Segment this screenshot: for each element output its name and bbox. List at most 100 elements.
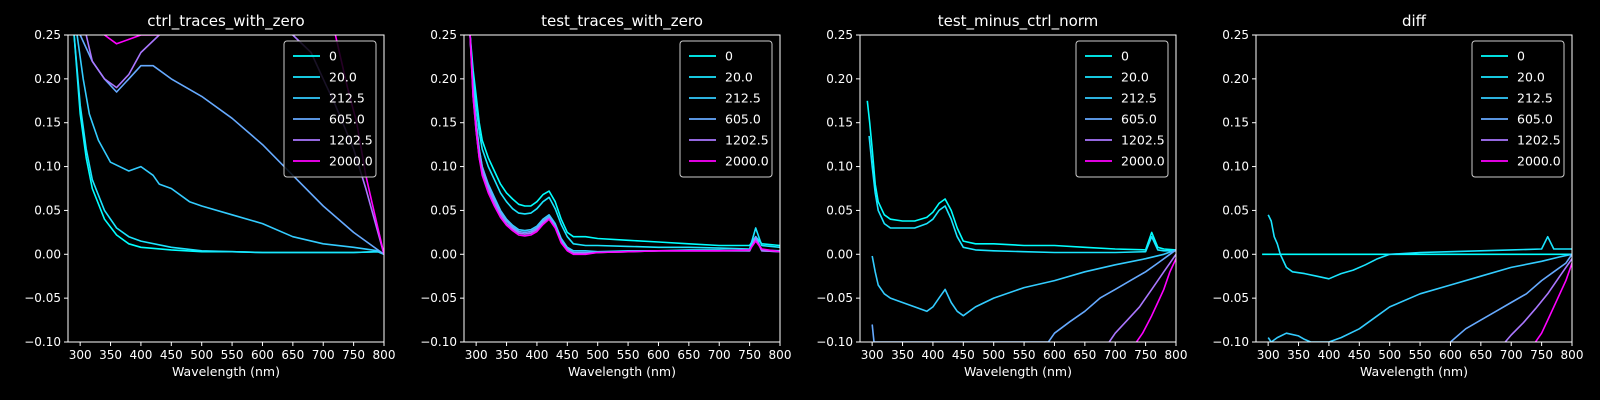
- chart-panel-3: test_minus_ctrl_norm 300 350 400 450 500 550 60…: [816, 12, 1187, 379]
- plot-frame: [463, 34, 781, 343]
- x-tick-label: 750: [1134, 348, 1157, 362]
- x-tick-label: 400: [1317, 348, 1340, 362]
- legend-label: 20.0: [329, 70, 357, 85]
- x-tick-label: 750: [342, 348, 365, 362]
- series-line-20.0: [1267, 214, 1572, 280]
- legend-label: 20.0: [725, 70, 753, 85]
- x-tick-label: 400: [129, 348, 152, 362]
- y-tick-label: 0.10: [826, 160, 853, 174]
- series-line-605.0: [871, 249, 1176, 342]
- plot-frame: [67, 34, 385, 343]
- legend-label: 2000.0: [329, 154, 373, 169]
- legend-label: 1202.5: [1517, 133, 1561, 148]
- x-tick-label: 600: [1043, 348, 1066, 362]
- series-line-2000.0: [103, 35, 384, 255]
- legend-label: 1202.5: [725, 133, 769, 148]
- x-tick-label: 350: [495, 348, 518, 362]
- series-group: [469, 35, 780, 256]
- y-tick-label: −0.05: [1212, 291, 1249, 305]
- legend-label: 212.5: [1517, 91, 1553, 106]
- y-tick-label: −0.05: [816, 291, 853, 305]
- series-group: [1262, 214, 1572, 342]
- legend-box: [679, 40, 773, 178]
- x-tick-label: 400: [525, 348, 548, 362]
- y-tick-label: 0.25: [34, 28, 61, 42]
- x-axis-label: Wavelength (nm): [568, 364, 676, 379]
- x-axis-label: Wavelength (nm): [172, 364, 280, 379]
- y-tick-label: 0.25: [1222, 28, 1249, 42]
- series-line-212.5: [76, 35, 384, 255]
- legend-label: 605.0: [725, 112, 761, 127]
- x-tick-label: 700: [1104, 348, 1127, 362]
- x-tick-label: 350: [99, 348, 122, 362]
- legend-box: [283, 40, 377, 178]
- x-tick-label: 450: [160, 348, 183, 362]
- x-tick-label: 750: [1530, 348, 1553, 362]
- x-tick-label: 500: [190, 348, 213, 362]
- x-tick-label: 300: [861, 348, 884, 362]
- y-tick-label: 0.20: [430, 72, 457, 86]
- series-line-20.0: [868, 135, 1176, 254]
- y-tick-label: 0.20: [34, 72, 61, 86]
- legend-label: 1202.5: [329, 133, 373, 148]
- y-tick-label: 0.20: [1222, 72, 1249, 86]
- series-line-2000.0: [469, 35, 780, 256]
- legend-label: 20.0: [1517, 70, 1545, 85]
- x-tick-label: 800: [1561, 348, 1584, 362]
- legend-label: 1202.5: [1121, 133, 1165, 148]
- series-line-20.0: [469, 35, 780, 250]
- x-tick-label: 800: [373, 348, 396, 362]
- legend-box: [1075, 40, 1169, 178]
- plot-frame: [859, 34, 1177, 343]
- legend-label: 605.0: [1517, 112, 1553, 127]
- legend-label: 2000.0: [1121, 154, 1165, 169]
- y-tick-label: 0.00: [430, 247, 457, 261]
- y-tick-label: −0.10: [420, 335, 457, 349]
- series-line-1202.5: [1108, 253, 1176, 342]
- x-tick-label: 650: [677, 348, 700, 362]
- legend: 0 20.0 212.5 605.0 1202.5 2000.0: [679, 40, 773, 178]
- x-tick-label: 550: [221, 348, 244, 362]
- x-tick-label: 450: [556, 348, 579, 362]
- y-tick-label: 0.15: [1222, 116, 1249, 130]
- y-tick-label: 0.10: [34, 160, 61, 174]
- y-tick-label: −0.05: [420, 291, 457, 305]
- x-tick-label: 600: [1439, 348, 1462, 362]
- x-tick-label: 500: [586, 348, 609, 362]
- x-tick-label: 550: [617, 348, 640, 362]
- series-line-212.5: [871, 249, 1176, 317]
- legend-label: 0: [725, 49, 733, 64]
- chart-title: ctrl_traces_with_zero: [147, 12, 304, 31]
- y-tick-label: 0.25: [430, 28, 457, 42]
- y-tick-label: 0.20: [826, 72, 853, 86]
- x-tick-label: 750: [738, 348, 761, 362]
- x-tick-label: 700: [1500, 348, 1523, 362]
- y-tick-label: 0.25: [826, 28, 853, 42]
- y-tick-label: 0.05: [430, 203, 457, 217]
- x-tick-label: 500: [1378, 348, 1401, 362]
- x-tick-label: 550: [1013, 348, 1036, 362]
- x-axis-label: Wavelength (nm): [1360, 364, 1468, 379]
- x-tick-label: 650: [281, 348, 304, 362]
- legend: 0 20.0 212.5 605.0 1202.5 2000.0: [1075, 40, 1169, 178]
- y-tick-label: 0.10: [430, 160, 457, 174]
- x-tick-label: 550: [1409, 348, 1432, 362]
- series-group: [866, 100, 1176, 342]
- x-tick-label: 800: [769, 348, 792, 362]
- x-tick-label: 800: [1165, 348, 1188, 362]
- series-line-20.0: [73, 35, 384, 256]
- legend-box: [1471, 40, 1565, 178]
- x-tick-label: 700: [708, 348, 731, 362]
- x-tick-label: 600: [251, 348, 274, 362]
- legend-label: 0: [1121, 49, 1129, 64]
- x-tick-label: 650: [1469, 348, 1492, 362]
- x-tick-label: 400: [921, 348, 944, 362]
- chart-panel-2: test_traces_with_zero 300 350 400 450 500 550 6…: [420, 12, 791, 379]
- x-tick-label: 600: [647, 348, 670, 362]
- series-line-0: [866, 100, 1176, 251]
- y-tick-label: 0.15: [34, 116, 61, 130]
- series-line-605.0: [1449, 253, 1572, 342]
- x-tick-label: 450: [952, 348, 975, 362]
- series-line-0: [469, 35, 780, 247]
- legend-label: 2000.0: [725, 154, 769, 169]
